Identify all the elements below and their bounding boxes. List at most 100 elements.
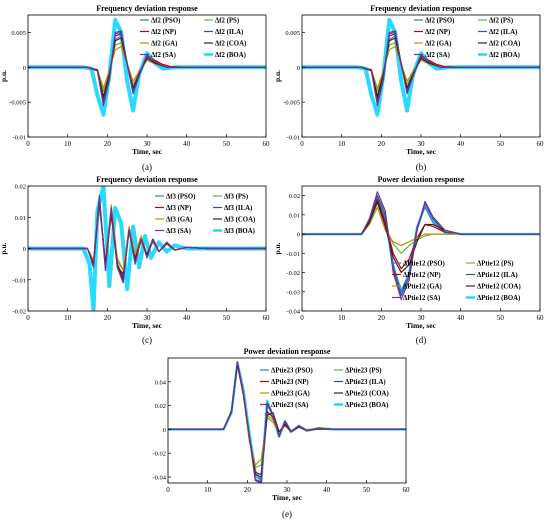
legend-entry: Δf2 (GA) <box>151 41 177 48</box>
y-axis-label: p.u. <box>273 70 282 82</box>
legend: ΔPtie23 (PSO) ΔPtie23 (PS) ΔPtie23 (NP) ΔPt… <box>260 368 389 409</box>
y-tick-label: -0.02 <box>12 309 26 316</box>
x-tick-label: 40 <box>457 140 465 148</box>
chart-title: Frequency deviation response <box>370 4 472 13</box>
y-tick-label: -0.03 <box>286 289 300 296</box>
x-tick-label: 20 <box>378 314 386 322</box>
chart-panel-c: 0 10 20 30 40 50 60 0.02 0.01 0 -0.01 -0.02 Frequenc… <box>0 175 270 345</box>
legend: Δf2 (PSO) Δf2 (PS) Δf2 (NP) Δf2 (ILA) Δf2 (G… <box>140 18 246 59</box>
legend-entry: Δf2 (ILA) <box>489 29 517 36</box>
y-tick-label: 0.01 <box>289 212 300 219</box>
legend-entry: ΔPtie12 (BOA) <box>477 295 520 302</box>
legend-entry: Δf2 (PS) <box>489 18 513 25</box>
y-tick-label: -0.005 <box>9 100 26 107</box>
legend-entry: ΔPtie12 (NP) <box>403 272 441 279</box>
y-tick-label: 0 <box>297 232 300 239</box>
x-tick-label: 40 <box>457 314 465 322</box>
y-tick-label: -0.01 <box>12 135 26 142</box>
y-tick-label: -0.02 <box>152 451 166 458</box>
legend-entry: Δf3 (SA) <box>166 228 191 235</box>
y-tick-label: 0.005 <box>11 30 26 37</box>
plot-area <box>168 358 406 483</box>
legend: ΔPtie12 (PSO) ΔPtie12 (PS) ΔPtie12 (NP) ΔPt… <box>392 261 521 302</box>
x-tick-label: 20 <box>378 140 386 148</box>
legend-entry: ΔPtie12 (ILA) <box>477 272 518 279</box>
legend-entry: Δf3 (ILA) <box>224 205 252 212</box>
x-tick-label: 40 <box>323 486 331 494</box>
x-tick-label: 10 <box>204 486 212 494</box>
legend-entry: ΔPtie23 (SA) <box>271 402 308 409</box>
legend-entry: Δf2 (SA) <box>151 52 176 59</box>
legend-entry: ΔPtie23 (GA) <box>271 391 310 398</box>
x-tick-label: 20 <box>104 314 112 322</box>
x-tick-label: 30 <box>284 486 292 494</box>
y-tick-label: 0 <box>23 246 26 253</box>
series-line--ptie12-sa- <box>302 191 540 301</box>
y-axis-label: p.u. <box>273 242 282 254</box>
x-tick-label: 20 <box>244 486 252 494</box>
y-tick-label: 0.02 <box>155 403 166 410</box>
x-tick-label: 60 <box>263 140 271 148</box>
legend-entry: Δf2 (NP) <box>151 29 176 36</box>
legend-entry: ΔPtie12 (PSO) <box>403 261 445 268</box>
y-tick-label: 0.02 <box>15 184 26 191</box>
y-tick-label: -0.01 <box>286 135 300 142</box>
series-line--ptie12-ga- <box>302 206 540 247</box>
legend-entry: Δf2 (BOA) <box>215 52 246 59</box>
x-tick-label: 60 <box>403 486 411 494</box>
chart-title: Power deviation response <box>244 347 331 356</box>
x-axis-label: Time, sec <box>132 321 163 330</box>
y-tick-label: 0 <box>23 65 26 72</box>
x-tick-label: 60 <box>537 314 545 322</box>
y-axis-label: p.u. <box>0 70 8 82</box>
legend-entry: Δf2 (BOA) <box>489 52 520 59</box>
panel-label: (a) <box>142 162 152 172</box>
chart-title: Power deviation response <box>378 175 465 184</box>
legend-entry: Δf2 (PSO) <box>425 18 454 25</box>
legend-entry: Δf2 (COA) <box>215 41 246 48</box>
legend-entry: Δf2 (COA) <box>489 41 520 48</box>
chart-panel-e: 0 10 20 30 40 50 60 0.04 0.02 0 -0.02 -0.04 Power de… <box>152 347 410 519</box>
legend-entry: Δf2 (PS) <box>215 18 239 25</box>
x-tick-label: 30 <box>144 140 152 148</box>
chart-panel-a: 0 10 20 30 40 50 60 0.005 0 -0.005 -0.01 Frequency … <box>0 4 270 172</box>
x-tick-label: 50 <box>223 314 231 322</box>
y-tick-label: 0 <box>163 427 166 434</box>
plot-area <box>302 15 540 137</box>
x-tick-label: 10 <box>64 314 72 322</box>
legend-entry: ΔPtie12 (COA) <box>477 284 521 291</box>
y-tick-label: -0.01 <box>286 251 300 258</box>
series-line--f3-sa- <box>28 197 266 284</box>
x-tick-label: 10 <box>338 140 346 148</box>
x-tick-label: 60 <box>263 314 271 322</box>
x-tick-label: 0 <box>166 486 170 494</box>
y-tick-label: 0 <box>297 65 300 72</box>
x-tick-label: 60 <box>537 140 545 148</box>
x-tick-label: 30 <box>418 140 426 148</box>
legend-entry: Δf3 (COA) <box>224 217 255 224</box>
x-axis-label: Time, sec <box>406 321 437 330</box>
panel-label: (e) <box>282 509 292 519</box>
x-tick-label: 50 <box>497 140 505 148</box>
legend: Δf2 (PSO) Δf2 (PS) Δf2 (NP) Δf2 (ILA) Δf2 (G… <box>414 18 520 59</box>
legend-entry: ΔPtie12 (GA) <box>403 284 442 291</box>
x-tick-label: 50 <box>223 140 231 148</box>
legend-entry: ΔPtie12 (PS) <box>477 261 514 268</box>
y-tick-label: 0.04 <box>155 379 167 386</box>
y-tick-label: -0.02 <box>286 270 300 277</box>
x-tick-label: 50 <box>497 314 505 322</box>
legend-entry: ΔPtie23 (NP) <box>271 379 309 386</box>
legend-entry: ΔPtie23 (COA) <box>345 391 389 398</box>
legend-entry: ΔPtie23 (PS) <box>345 368 382 375</box>
legend: Δf3 (PSO) Δf3 (PS) Δf3 (NP) Δf3 (ILA) Δf3 (G… <box>155 194 255 235</box>
series-line--f2-sa- <box>302 30 540 107</box>
x-tick-label: 30 <box>418 314 426 322</box>
x-tick-label: 0 <box>26 140 30 148</box>
x-tick-label: 10 <box>338 314 346 322</box>
x-axis-label: Time, sec <box>406 147 437 156</box>
legend-entry: Δf2 (SA) <box>425 52 450 59</box>
x-tick-label: 40 <box>183 140 191 148</box>
series-line--ptie23-sa- <box>168 361 406 483</box>
y-tick-label: -0.04 <box>152 475 166 482</box>
